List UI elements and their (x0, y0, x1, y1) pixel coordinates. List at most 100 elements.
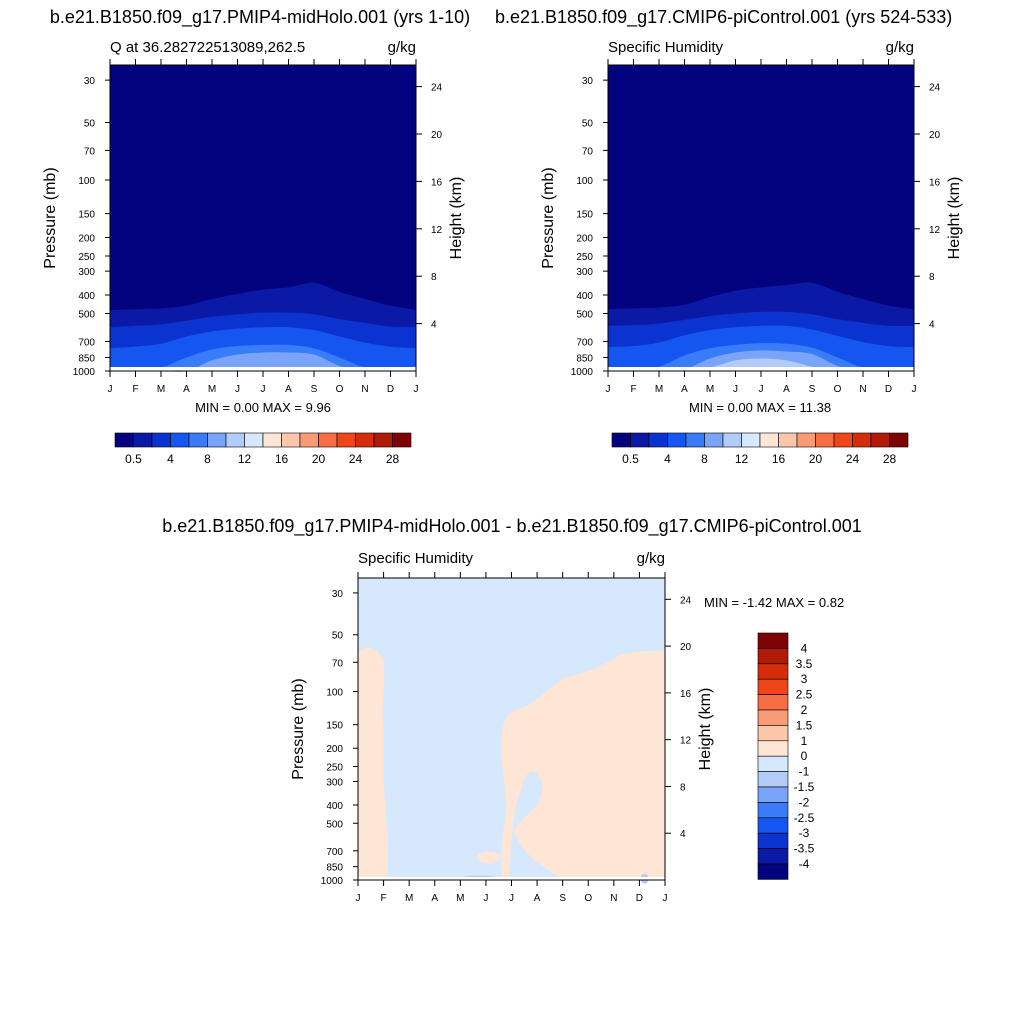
panel2-ytick-right-label: 24 (929, 83, 941, 94)
panel1-ytick-right-label: 8 (431, 272, 437, 283)
panel1-title: b.e21.B1850.f09_g17.PMIP4-midHolo.001 (y… (50, 7, 470, 28)
panel3-xtick-label: J (663, 893, 668, 904)
panel3-colorbar-box (757, 632, 789, 649)
panel2-colorbar-box (630, 432, 650, 448)
panel1-xtick-label: M (208, 384, 216, 395)
panel3-colorbar-box (757, 725, 789, 742)
panel2-ytick-label: 50 (582, 118, 594, 129)
panel1-xtick-label: J (108, 384, 113, 395)
panel3-subtitle: Specific Humidity (358, 550, 474, 567)
panel-midholo: b.e21.B1850.f09_g17.PMIP4-midHolo.001 (y… (42, 7, 470, 466)
panel2-xtick-label: J (759, 384, 764, 395)
panel2-colorbar-box (833, 432, 853, 448)
panel2-plot-area: J F M A M J J A S O N D J 30 50 70 100 150 200 250 300 400 500… (540, 59, 963, 395)
panel1-xtick-label: D (387, 384, 394, 395)
panel3-title: b.e21.B1850.f09_g17.PMIP4-midHolo.001 - … (162, 516, 861, 537)
panel1-ytick-label: 70 (84, 146, 96, 157)
panel1-colorbar-box (336, 432, 356, 448)
panel3-colorbar-box (757, 694, 789, 711)
panel2-xtick-label: O (834, 384, 842, 395)
panel1-ytick-label: 50 (84, 118, 96, 129)
panel1-colorbar-box (281, 432, 301, 448)
panel2-units: g/kg (886, 39, 914, 56)
panel3-xtick-label: S (559, 893, 566, 904)
panel1-colorbar-box (373, 432, 393, 448)
panel2-subtitle: Specific Humidity (608, 39, 724, 56)
panel2-ytick-label: 850 (576, 354, 593, 365)
panel3-region-positive-patch (476, 851, 501, 864)
panel-difference: b.e21.B1850.f09_g17.PMIP4-midHolo.001 - … (162, 516, 861, 904)
panel2-colorbar-box (778, 432, 798, 448)
panel3-ytick-right-label: 16 (680, 689, 692, 700)
panel2-xtick-label: J (912, 384, 917, 395)
panel1-ylabel-right: Height (km) (448, 177, 465, 260)
panel1-colorbar-box (207, 432, 227, 448)
panel3-colorbar-label: -2 (799, 795, 810, 809)
panel1-ytick-right-label: 4 (431, 320, 437, 331)
panel1-colorbar-box (299, 432, 319, 448)
panel2-xtick-label: J (733, 384, 738, 395)
panel3-colorbar-box (757, 755, 789, 772)
panel2-minmax: MIN = 0.00 MAX = 11.38 (689, 400, 831, 415)
panel1-colorbar-box (133, 432, 153, 448)
panel-picontrol: b.e21.B1850.f09_g17.CMIP6-piControl.001 … (495, 7, 963, 466)
panel2-xtick-label: S (809, 384, 816, 395)
panel3-minmax: MIN = -1.42 MAX = 0.82 (704, 595, 844, 610)
panel1-colorbar-box (114, 432, 134, 448)
panel3-colorbar-label: -3 (799, 826, 810, 840)
panel3-xtick-label: M (456, 893, 464, 904)
panel3-ytick-right-label: 24 (680, 595, 692, 606)
panel2-title: b.e21.B1850.f09_g17.CMIP6-piControl.001 … (495, 7, 952, 28)
panel2-ytick-label: 30 (582, 76, 594, 87)
panel1-ytick-right-label: 12 (431, 225, 443, 236)
panel2-xtick-label: M (655, 384, 663, 395)
panel3-colorbar-label: 4 (801, 641, 808, 655)
panel2-colorbar-box (722, 432, 742, 448)
panel2-colorbar-label: 16 (772, 452, 786, 466)
panel3-colorbar-box (757, 740, 789, 757)
panel1-xtick-label: F (132, 384, 138, 395)
panel1-contour-8 (110, 352, 416, 372)
panel2-ytick-right-label: 16 (929, 177, 941, 188)
panel2-colorbar-box (611, 432, 631, 448)
panel1-colorbar-box (262, 432, 282, 448)
panel1-colorbar-box (392, 432, 412, 448)
panel1-colorbar-box (188, 432, 208, 448)
panel3-ytick-label: 150 (326, 721, 343, 732)
panel1-colorbar-box (318, 432, 338, 448)
panel2-colorbar-box (889, 432, 909, 448)
panel3-xtick-label: D (636, 893, 643, 904)
panel1-ytick-right-label: 24 (431, 83, 443, 94)
panel3-colorbar-label: 1 (801, 734, 808, 748)
panel3-ylabel: Pressure (mb) (290, 678, 307, 779)
panel2-xtick-label: A (681, 384, 688, 395)
panel3-colorbar-label: 0 (801, 749, 808, 763)
panel2-contour-10 (608, 358, 914, 372)
panel3-ylabel-right: Height (km) (697, 688, 714, 771)
panel1-xtick-label: J (414, 384, 419, 395)
panel3-ytick-right-label: 8 (680, 782, 686, 793)
panel2-colorbar-label: 4 (664, 452, 671, 466)
panel3-surface (358, 877, 665, 880)
panel3-ytick-label: 250 (326, 763, 343, 774)
panel3-region-positive (501, 649, 665, 880)
panel1-xtick-label: J (235, 384, 240, 395)
panel2-colorbar-box (815, 432, 835, 448)
panel3-xtick-label: J (509, 893, 514, 904)
panel1-ytick-label: 850 (78, 354, 95, 365)
panel2-colorbar-box (741, 432, 761, 448)
panel1-colorbar-box (151, 432, 171, 448)
panel3-colorbar-label: 3 (801, 672, 808, 686)
panel2-ytick-label: 400 (576, 291, 593, 302)
panel1-ytick-label: 250 (78, 252, 95, 263)
panel1-xtick-label: N (361, 384, 368, 395)
panel1-xtick-label: A (285, 384, 292, 395)
panel3-ytick-right-label: 20 (680, 642, 692, 653)
panel3-ytick-label: 70 (332, 658, 344, 669)
panel2-ylabel: Pressure (mb) (540, 167, 557, 268)
panel1-xtick-label: O (336, 384, 344, 395)
panel1-xtick-label: S (311, 384, 318, 395)
panel2-ytick-label: 700 (576, 337, 593, 348)
panel2-colorbar-box (685, 432, 705, 448)
panel3-ytick-right-label: 4 (680, 829, 686, 840)
